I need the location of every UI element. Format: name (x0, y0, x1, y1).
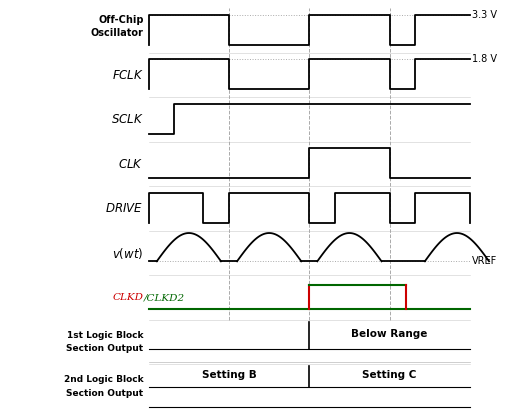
Text: Below Range: Below Range (351, 329, 428, 339)
Text: 1.8 V: 1.8 V (472, 55, 497, 64)
Text: 2nd Logic Block: 2nd Logic Block (64, 375, 144, 385)
Text: VREF: VREF (472, 256, 497, 266)
Text: Setting B: Setting B (201, 370, 256, 380)
Text: Section Output: Section Output (66, 344, 144, 353)
Text: $DRIVE$: $DRIVE$ (105, 202, 144, 215)
Text: Section Output: Section Output (66, 389, 144, 398)
Text: CLKD: CLKD (113, 293, 144, 302)
Text: $CLK$: $CLK$ (118, 157, 144, 171)
Text: $v(wt)$: $v(wt)$ (112, 246, 144, 261)
Text: 3.3 V: 3.3 V (472, 10, 497, 20)
Text: Off-Chip
Oscillator: Off-Chip Oscillator (91, 15, 144, 38)
Text: $SCLK$: $SCLK$ (111, 113, 144, 126)
Text: 1st Logic Block: 1st Logic Block (67, 331, 144, 340)
Text: /CLKD2: /CLKD2 (144, 293, 185, 302)
Text: $FCLK$: $FCLK$ (112, 69, 144, 81)
Text: Setting C: Setting C (362, 370, 417, 380)
